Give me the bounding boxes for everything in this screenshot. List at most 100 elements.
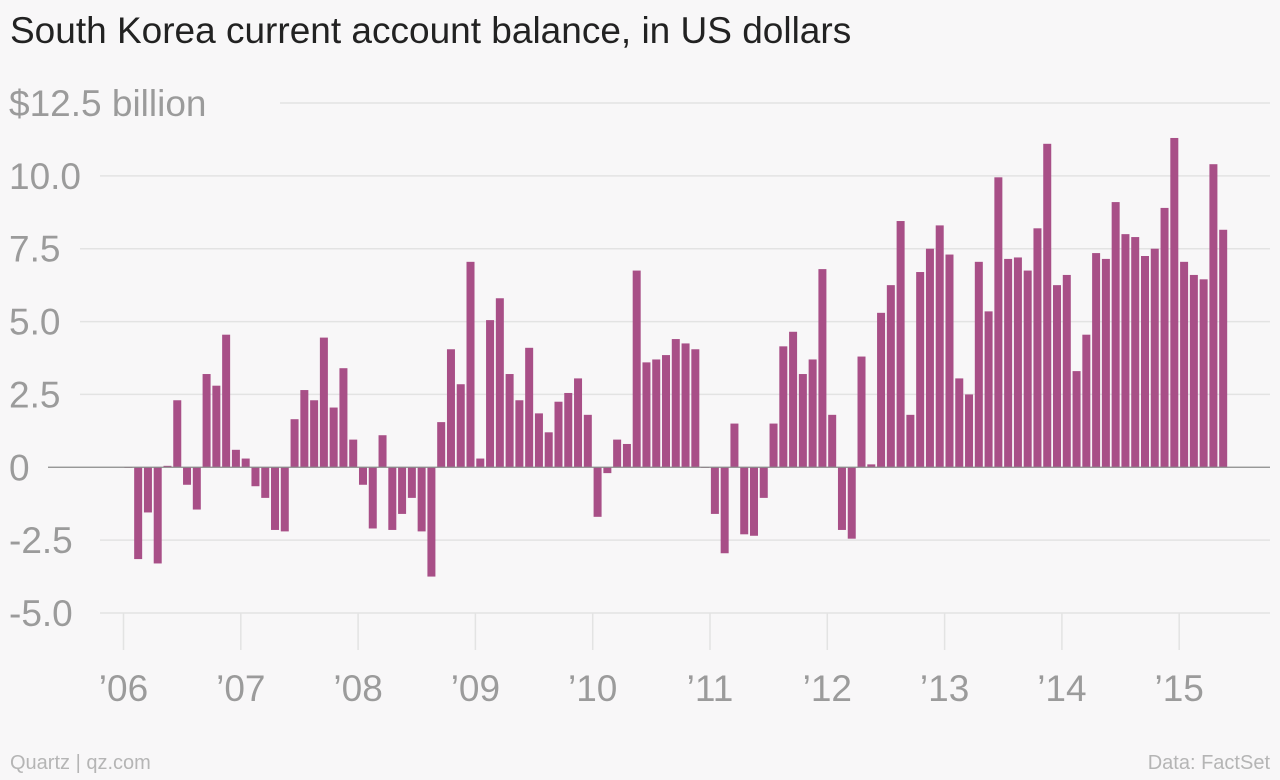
bar [613,439,622,468]
bar [212,385,221,468]
bar [486,320,495,468]
bar [319,337,328,468]
bar [466,261,475,468]
bar [183,467,192,485]
bar [877,312,886,468]
x-axis: ’06 ’07 ’08 ’09 ’10 ’11 ’12 ’13 ’14 ’15 [99,613,1204,709]
bar [1033,228,1042,468]
bar [134,467,143,560]
bar [730,423,739,468]
y-tick-label: 10.0 [9,156,81,197]
bar [1004,258,1013,468]
bar [1170,137,1179,468]
bar [261,467,270,498]
bar [1209,164,1218,468]
bar [847,467,856,539]
bar [652,359,661,468]
bar [564,392,573,468]
bar [456,384,465,468]
y-tick-label: 2.5 [9,374,60,415]
bar [965,394,974,468]
bar [417,467,426,532]
bar [251,467,260,487]
y-tick-label: $12.5 billion [9,83,206,124]
bar [945,254,954,468]
bar [544,432,553,468]
bar [1150,248,1159,468]
bar [368,467,377,529]
bar [1053,285,1062,468]
bar [554,401,563,468]
chart-title: South Korea current account balance, in … [10,10,852,51]
bar [398,467,407,514]
bar [593,467,602,517]
bar [407,467,416,498]
bar [202,374,211,468]
bar [642,362,651,468]
x-tick-label: ’09 [451,668,500,709]
bar [271,467,280,530]
bar [173,400,182,468]
bar [808,359,817,468]
y-tick-label: 0 [9,447,30,488]
bar [779,346,788,468]
bar [886,285,895,468]
bar [290,419,299,468]
bar [476,458,485,468]
bar [1199,279,1208,468]
bar [1111,202,1120,468]
x-tick-label: ’14 [1037,668,1086,709]
bar [974,261,983,468]
bar [1082,334,1091,468]
bar [446,349,455,468]
bar [241,458,250,468]
bar [388,467,397,530]
gridlines [80,102,1270,614]
y-axis-labels: $12.5 billion 10.0 7.5 5.0 2.5 0 -2.5 -5.0 [9,83,206,634]
bar [534,413,543,468]
bar [935,225,944,468]
bar [837,467,846,530]
bar [515,400,524,468]
bar [329,407,338,468]
y-tick-label: 5.0 [9,302,60,343]
bar [955,378,964,468]
bar [1023,270,1032,468]
bar [867,464,876,468]
bar [925,248,934,468]
bar [280,467,289,532]
x-tick-label: ’12 [803,668,852,709]
x-tick-label: ’13 [920,668,969,709]
bar [740,467,749,535]
y-tick-label: 7.5 [9,229,60,270]
bar [300,390,309,468]
bars [124,137,1228,577]
bar [1131,237,1140,468]
source-right: Data: FactSet [1147,752,1270,774]
bar [710,467,719,514]
bar [349,439,358,468]
x-tick-label: ’10 [568,668,617,709]
bar [1121,234,1130,468]
source-left: Quartz | qz.com [10,752,151,774]
bar [916,272,925,468]
y-tick-label: -2.5 [9,520,73,561]
bar [231,449,240,468]
bar [789,331,798,468]
bar [163,465,172,468]
bar [1043,143,1052,468]
bar [896,221,905,468]
bar [1189,274,1198,468]
bar [994,177,1003,468]
bar [495,298,504,468]
bar [671,339,680,468]
bar [574,378,583,468]
bar [378,435,387,468]
y-tick-label: -5.0 [9,593,73,634]
x-tick-label: ’08 [333,668,382,709]
x-tick-label: ’06 [99,668,148,709]
bar [192,467,201,510]
bar [143,467,152,513]
x-tick-label: ’15 [1155,668,1204,709]
